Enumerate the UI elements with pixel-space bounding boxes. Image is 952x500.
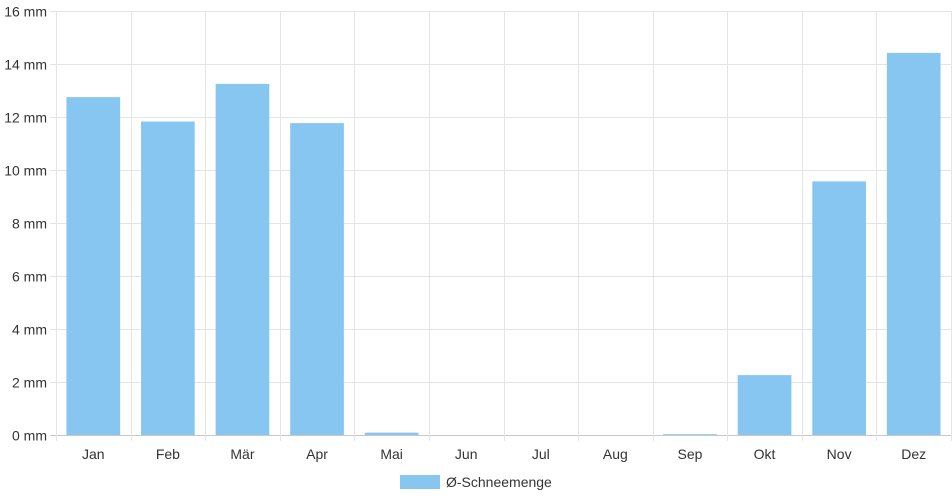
x-tick-label: Aug bbox=[603, 446, 628, 462]
x-tick-label: Mär bbox=[230, 446, 254, 462]
y-tick-label: 10 mm bbox=[4, 163, 47, 179]
bar-sep[interactable] bbox=[663, 434, 717, 435]
bar-nov[interactable] bbox=[812, 181, 866, 435]
bar-dez[interactable] bbox=[886, 52, 941, 436]
x-tick-label: Jun bbox=[455, 446, 478, 462]
x-tick-label: Feb bbox=[156, 446, 180, 462]
legend-swatch[interactable] bbox=[400, 475, 440, 489]
bar-mai[interactable] bbox=[364, 432, 419, 435]
bar-okt[interactable] bbox=[737, 375, 792, 435]
bar-jan[interactable] bbox=[66, 97, 121, 436]
bar-apr[interactable] bbox=[290, 123, 344, 435]
y-axis: 0 mm 2 mm 4 mm 6 mm 8 mm 10 mm 12 mm 14 mm 16 mm bbox=[4, 4, 47, 444]
x-axis: Jan Feb Mär Apr Mai Jun Jul Aug Sep Okt Nov Dez bbox=[82, 446, 926, 462]
x-tick-label: Mai bbox=[380, 446, 403, 462]
y-tick-label: 4 mm bbox=[12, 322, 47, 338]
y-tick-label: 0 mm bbox=[12, 428, 47, 444]
y-tick-label: 8 mm bbox=[12, 216, 47, 232]
x-tick-label: Sep bbox=[677, 446, 702, 462]
y-tick-label: 16 mm bbox=[4, 4, 47, 20]
y-tick-label: 14 mm bbox=[4, 57, 47, 73]
x-tick-label: Apr bbox=[306, 446, 328, 462]
bar-feb[interactable] bbox=[141, 121, 195, 436]
bar-mär[interactable] bbox=[215, 83, 270, 436]
x-tick-label: Jan bbox=[82, 446, 105, 462]
y-tick-label: 6 mm bbox=[12, 269, 47, 285]
x-tick-label: Okt bbox=[754, 446, 776, 462]
x-tick-label: Nov bbox=[827, 446, 852, 462]
y-tick-label: 12 mm bbox=[4, 110, 47, 126]
legend-label[interactable]: Ø-Schneemenge bbox=[446, 474, 552, 490]
y-tick-label: 2 mm bbox=[12, 375, 47, 391]
bars bbox=[66, 52, 941, 436]
x-tick-label: Dez bbox=[901, 446, 926, 462]
x-tick-label: Jul bbox=[532, 446, 550, 462]
legend[interactable]: Ø-Schneemenge bbox=[400, 474, 552, 490]
